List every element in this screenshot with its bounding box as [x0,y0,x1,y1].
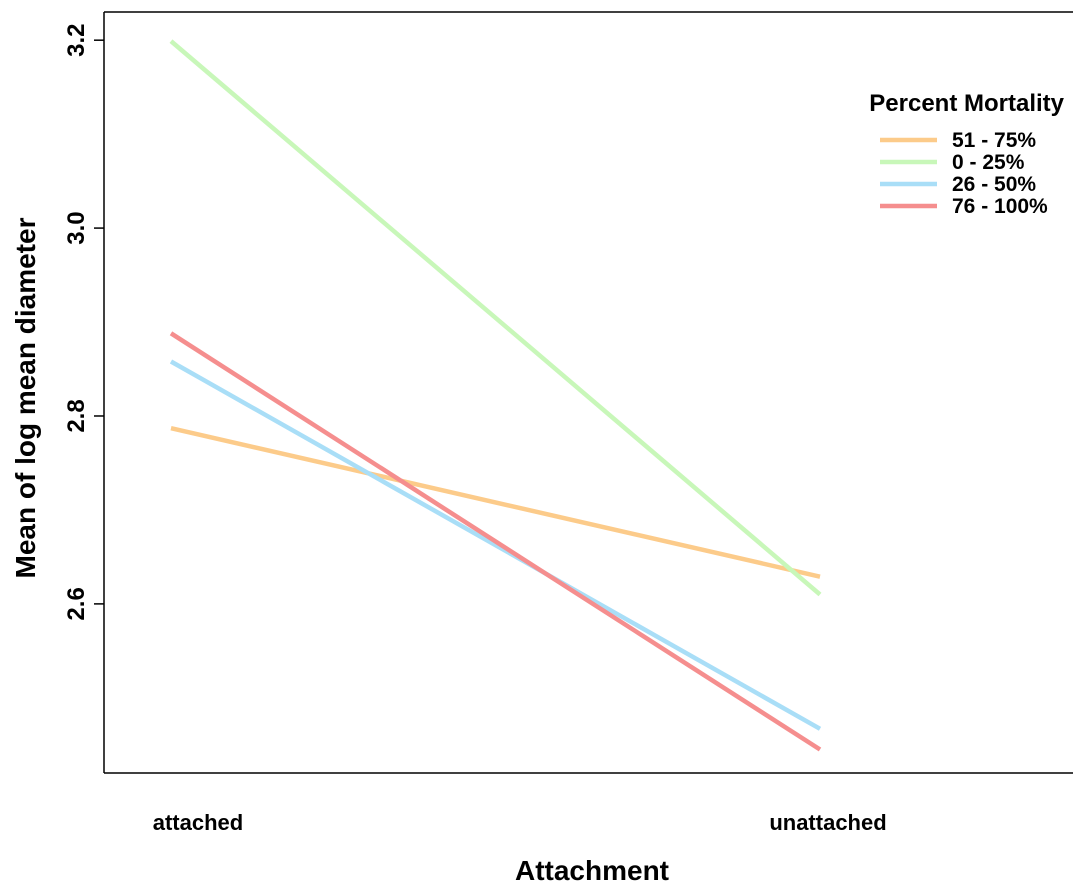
series-line [169,359,822,731]
y-axis-ticks: 2.6 2.8 3.0 3.2 [63,23,104,621]
x-axis-title: Attachment [515,855,669,882]
series-line [170,426,821,579]
y-tick-label: 3.2 [63,23,90,56]
x-tick-label: attached [153,810,243,835]
legend-label: 76 - 100% [952,195,1048,218]
x-axis-ticks: attached unattached [153,810,887,835]
legend-items: 51 - 75%0 - 25%26 - 50%76 - 100% [880,129,1048,218]
legend-title: Percent Mortality [869,90,1064,117]
x-tick-label: unattached [769,810,886,835]
legend-label: 26 - 50% [952,173,1036,196]
series-lines [169,39,822,752]
y-tick-label: 3.0 [63,211,90,244]
series-line [169,39,822,597]
y-tick-label: 2.8 [63,399,90,432]
y-axis-title: Mean of log mean diameter [10,217,41,578]
legend-label: 51 - 75% [952,129,1036,152]
legend-label: 0 - 25% [952,151,1025,174]
legend: Percent Mortality 51 - 75%0 - 25%26 - 50… [869,90,1064,218]
y-tick-label: 2.6 [63,587,90,620]
series-line [169,331,822,752]
